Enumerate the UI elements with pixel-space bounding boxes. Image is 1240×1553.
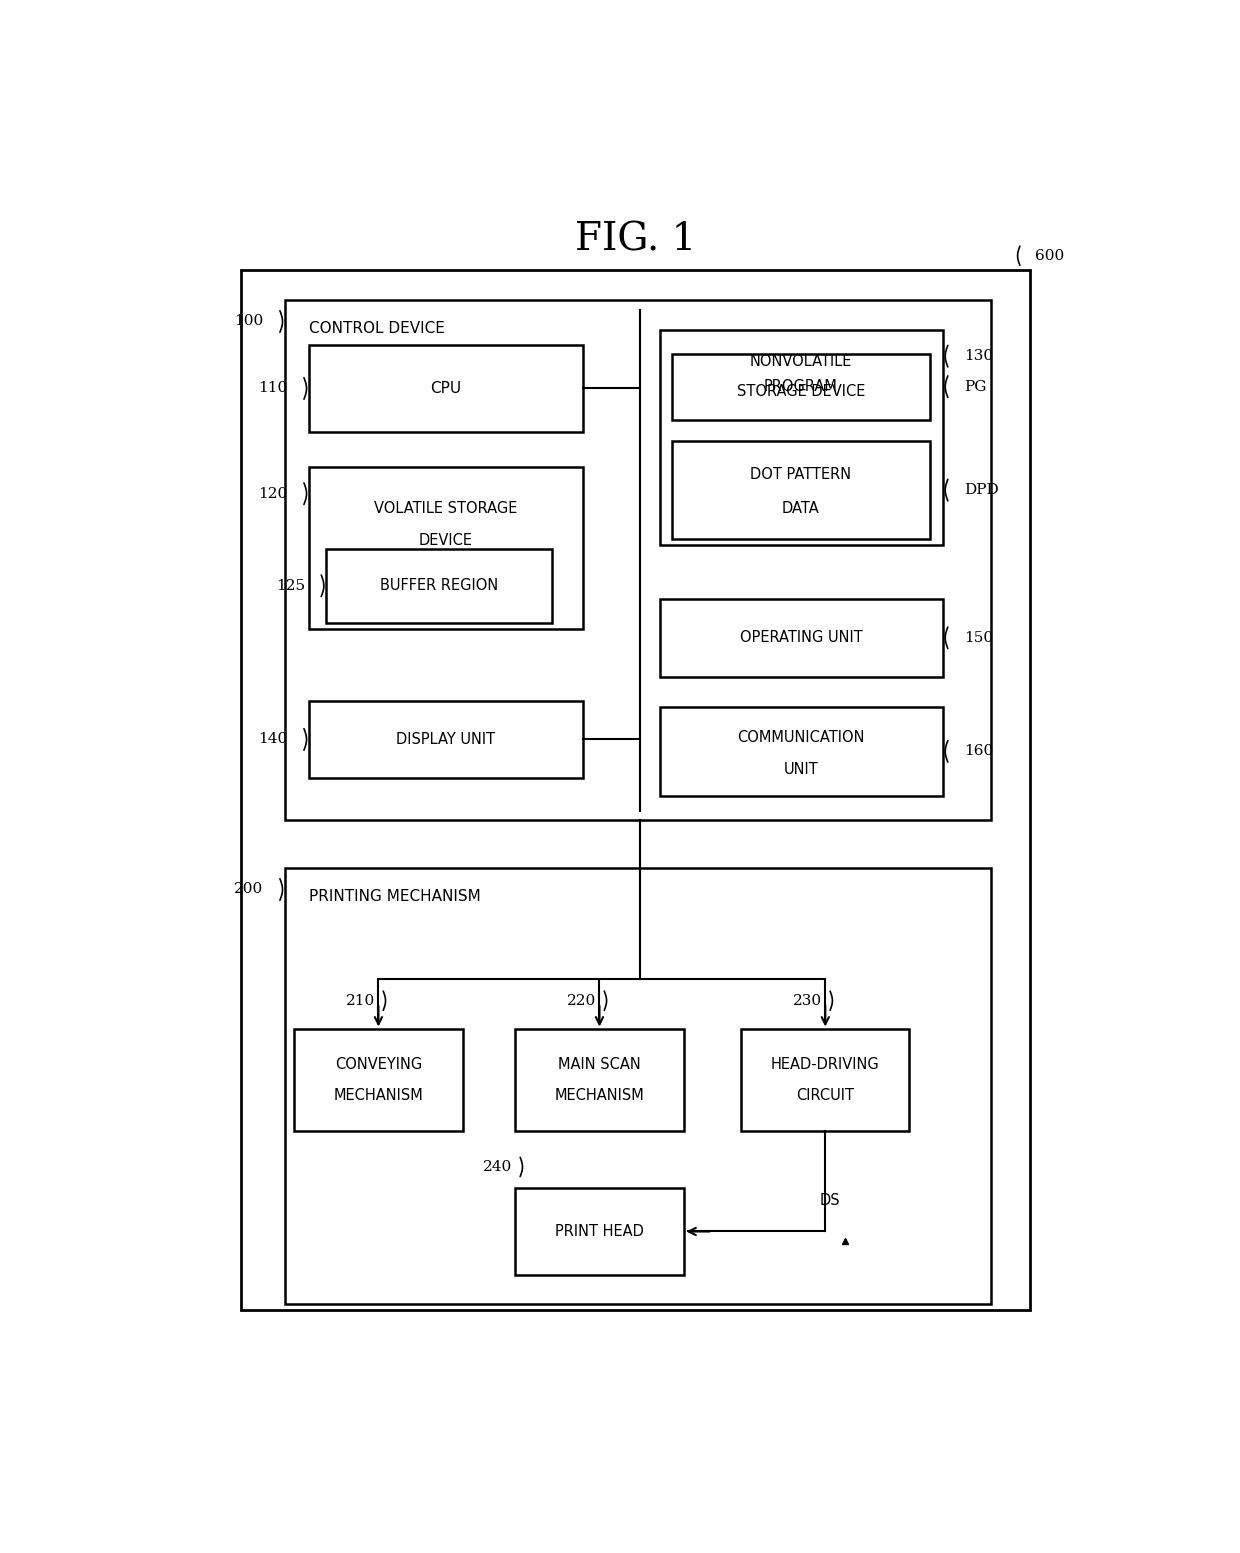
Text: CONTROL DEVICE: CONTROL DEVICE (309, 321, 445, 337)
Bar (516, 1030, 683, 1131)
Text: MAIN SCAN: MAIN SCAN (558, 1058, 641, 1072)
Bar (285, 868, 991, 1305)
Text: BUFFER REGION: BUFFER REGION (379, 578, 498, 593)
Bar (309, 467, 583, 629)
Text: 200: 200 (234, 882, 264, 896)
Text: DEVICE: DEVICE (419, 533, 472, 548)
Text: DISPLAY UNIT: DISPLAY UNIT (396, 731, 495, 747)
Text: 600: 600 (1035, 248, 1064, 262)
Text: 120: 120 (258, 486, 288, 500)
Text: 130: 130 (965, 349, 993, 363)
Text: VOLATILE STORAGE: VOLATILE STORAGE (374, 502, 517, 516)
Text: DATA: DATA (782, 500, 820, 516)
Bar (660, 329, 944, 545)
Text: PRINTING MECHANISM: PRINTING MECHANISM (309, 890, 481, 904)
Bar (660, 599, 944, 677)
Bar (326, 548, 552, 623)
Text: 230: 230 (794, 994, 822, 1008)
Text: CIRCUIT: CIRCUIT (796, 1089, 854, 1103)
Bar (660, 707, 944, 797)
Text: FIG. 1: FIG. 1 (575, 222, 696, 259)
Text: UNIT: UNIT (784, 763, 818, 776)
Text: HEAD-DRIVING: HEAD-DRIVING (771, 1058, 879, 1072)
Bar (242, 270, 1029, 1311)
Bar (294, 1030, 463, 1131)
Bar (742, 1030, 909, 1131)
Text: DOT PATTERN: DOT PATTERN (750, 467, 852, 481)
Bar (516, 1188, 683, 1275)
Text: CONVEYING: CONVEYING (335, 1058, 422, 1072)
Text: OPERATING UNIT: OPERATING UNIT (740, 631, 863, 646)
Text: 220: 220 (568, 994, 596, 1008)
Text: 110: 110 (258, 382, 288, 396)
Bar (309, 345, 583, 432)
Bar (672, 354, 930, 419)
Bar (285, 300, 991, 820)
Text: 150: 150 (965, 631, 993, 644)
Text: PROGRAM: PROGRAM (764, 379, 838, 394)
Text: 125: 125 (275, 579, 305, 593)
Text: 160: 160 (965, 744, 993, 758)
Bar (672, 441, 930, 539)
Text: STORAGE DEVICE: STORAGE DEVICE (737, 384, 866, 399)
Bar (309, 700, 583, 778)
Text: PRINT HEAD: PRINT HEAD (556, 1224, 644, 1239)
Text: 240: 240 (484, 1160, 512, 1174)
Text: PG: PG (965, 379, 987, 393)
Text: MECHANISM: MECHANISM (334, 1089, 423, 1103)
Text: NONVOLATILE: NONVOLATILE (750, 354, 852, 368)
Text: 140: 140 (258, 733, 288, 747)
Text: DPD: DPD (965, 483, 999, 497)
Text: COMMUNICATION: COMMUNICATION (738, 730, 866, 744)
Text: CPU: CPU (430, 380, 461, 396)
Text: 210: 210 (346, 994, 376, 1008)
Text: DS: DS (820, 1193, 841, 1208)
Text: MECHANISM: MECHANISM (554, 1089, 645, 1103)
Text: 100: 100 (234, 315, 264, 329)
